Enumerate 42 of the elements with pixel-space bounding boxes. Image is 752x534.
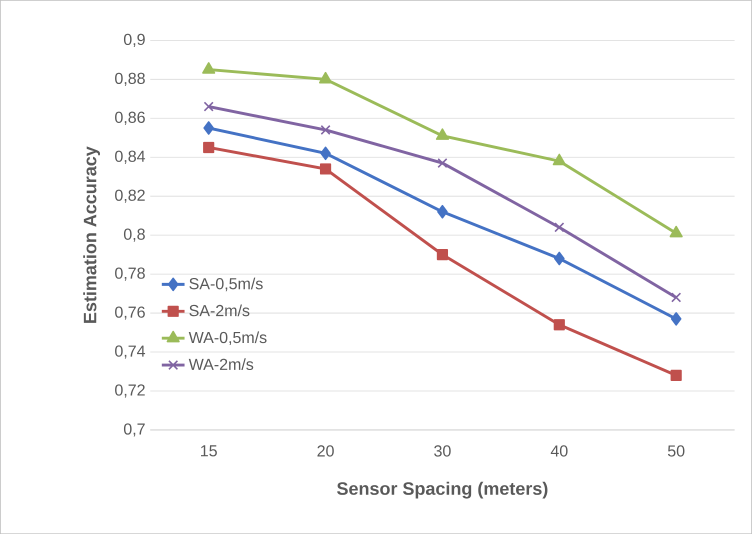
point	[671, 292, 682, 302]
point	[320, 124, 331, 135]
point	[320, 163, 332, 174]
point	[670, 312, 682, 326]
point	[670, 370, 682, 381]
legend-label: SA-0,5m/s	[189, 278, 263, 292]
point	[203, 121, 214, 135]
y-tick-label: 0,8	[124, 228, 145, 242]
point	[437, 158, 448, 168]
y-tick-label: 0,88	[115, 72, 145, 86]
y-tick-label: 0,74	[115, 345, 146, 359]
x-tick-label: 20	[317, 445, 334, 456]
y-tick-label: 0,84	[115, 150, 146, 164]
y-tick-label: 0,9	[124, 34, 145, 47]
point	[554, 222, 564, 232]
legend-label: WA-2m/s	[188, 358, 254, 370]
legend-label: SA-2m/s	[189, 304, 250, 316]
point	[320, 146, 331, 160]
x-tick-label: 50	[668, 445, 684, 456]
x-tick-label: 15	[201, 445, 217, 456]
point	[318, 72, 332, 84]
point	[554, 319, 565, 330]
point	[552, 154, 566, 166]
point	[554, 252, 565, 266]
y-axis-title: Estimation Accuracy	[83, 146, 100, 323]
point	[202, 62, 216, 74]
x-tick-label: 30	[434, 445, 451, 456]
y-tick-label: 0,76	[115, 306, 145, 320]
x-axis-title: Sensor Spacing (meters)	[337, 482, 548, 498]
y-tick-label: 0,78	[115, 267, 145, 281]
x-tick-label: 40	[550, 445, 568, 456]
point	[437, 204, 448, 218]
y-tick-label: 0,7	[124, 423, 145, 436]
y-tick-label: 0,86	[115, 112, 145, 125]
point	[204, 101, 214, 112]
legend-label: WA-0,5m/s	[188, 331, 267, 345]
point	[436, 248, 448, 260]
y-tick-label: 0,82	[115, 189, 145, 203]
y-tick-label: 0,72	[115, 384, 145, 398]
point	[670, 226, 683, 238]
point	[203, 142, 214, 153]
point	[436, 128, 449, 140]
